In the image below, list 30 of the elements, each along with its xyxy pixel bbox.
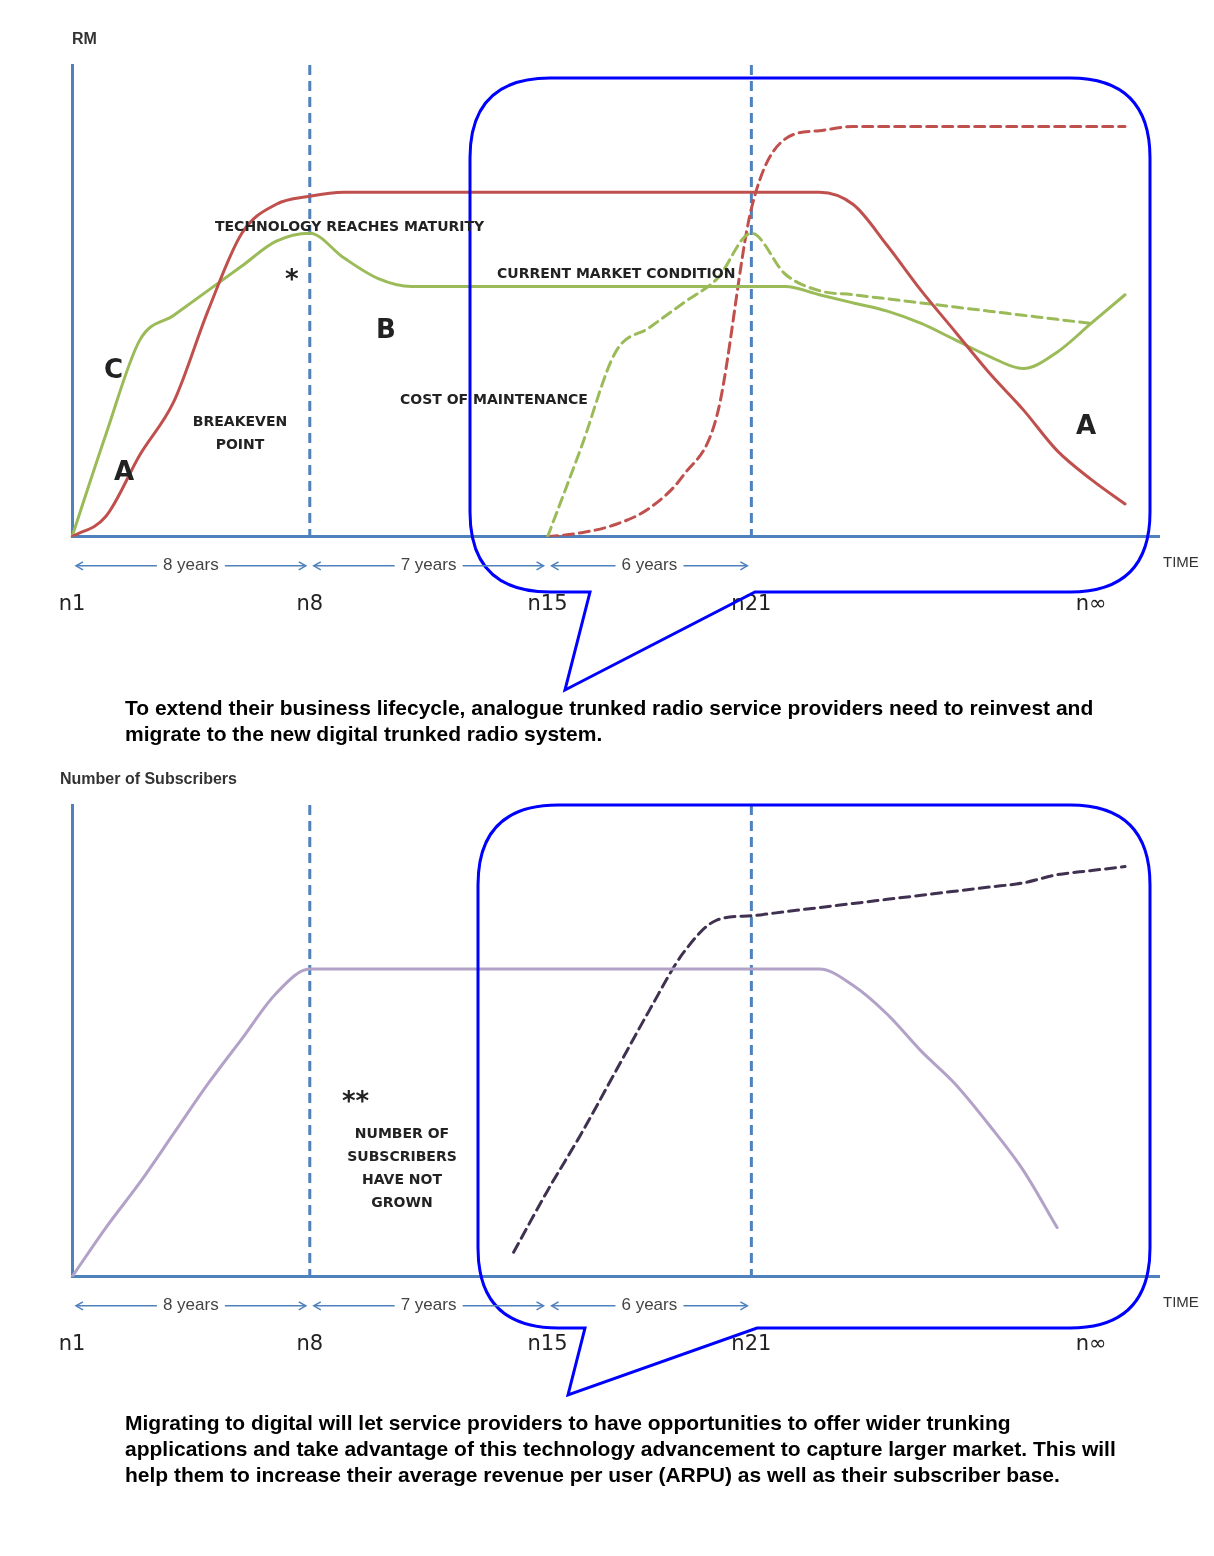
- text: 8 years: [162, 554, 219, 575]
- annotation: B: [376, 314, 396, 344]
- x-tick-label: n∞: [1075, 1330, 1107, 1355]
- annotation: C: [104, 354, 124, 384]
- text: 6 years: [621, 1294, 678, 1315]
- annotation: COST OF MAINTENANCE: [400, 390, 588, 409]
- text: Migrating to digital will let service providers to have opportunities to offer wider trunking applications and take advantage of this technology advancement to capture larger market. This will help them to increase their average revenue per user (ARPU) as well as their subscriber base.: [125, 1410, 1117, 1488]
- text: 6 years: [621, 554, 678, 575]
- annotation: **: [342, 1086, 370, 1116]
- x-tick-label: n1: [58, 590, 86, 615]
- x-tick-label: n1: [58, 1330, 86, 1355]
- text: 8 years: [162, 1294, 219, 1315]
- x-tick-label: n8: [296, 1330, 324, 1355]
- x-tick-label: n15: [527, 590, 568, 615]
- x-tick-label: n∞: [1075, 590, 1107, 615]
- x-tick-label: n21: [731, 1330, 772, 1355]
- annotation: *: [285, 264, 299, 294]
- x-axis-title: TIME: [1163, 1292, 1199, 1310]
- y-axis-title: Number of Subscribers: [60, 770, 237, 788]
- y-axis-title: RM: [72, 30, 97, 48]
- x-axis-title: TIME: [1163, 552, 1199, 570]
- annotation: NUMBER OF SUBSCRIBERS HAVE NOT GROWN: [347, 1124, 457, 1212]
- x-tick-label: n8: [296, 590, 324, 615]
- text: To extend their business lifecycle, analogue trunked radio service providers need to reinvest and migrate to the new digital trunked radio system.: [125, 695, 1095, 747]
- annotation: BREAKEVEN POINT: [192, 412, 288, 454]
- annotation: A: [1076, 410, 1097, 440]
- text: 7 years: [400, 1294, 457, 1315]
- x-tick-label: n15: [527, 1330, 568, 1355]
- text: 7 years: [400, 554, 457, 575]
- annotation: CURRENT MARKET CONDITION: [497, 264, 736, 283]
